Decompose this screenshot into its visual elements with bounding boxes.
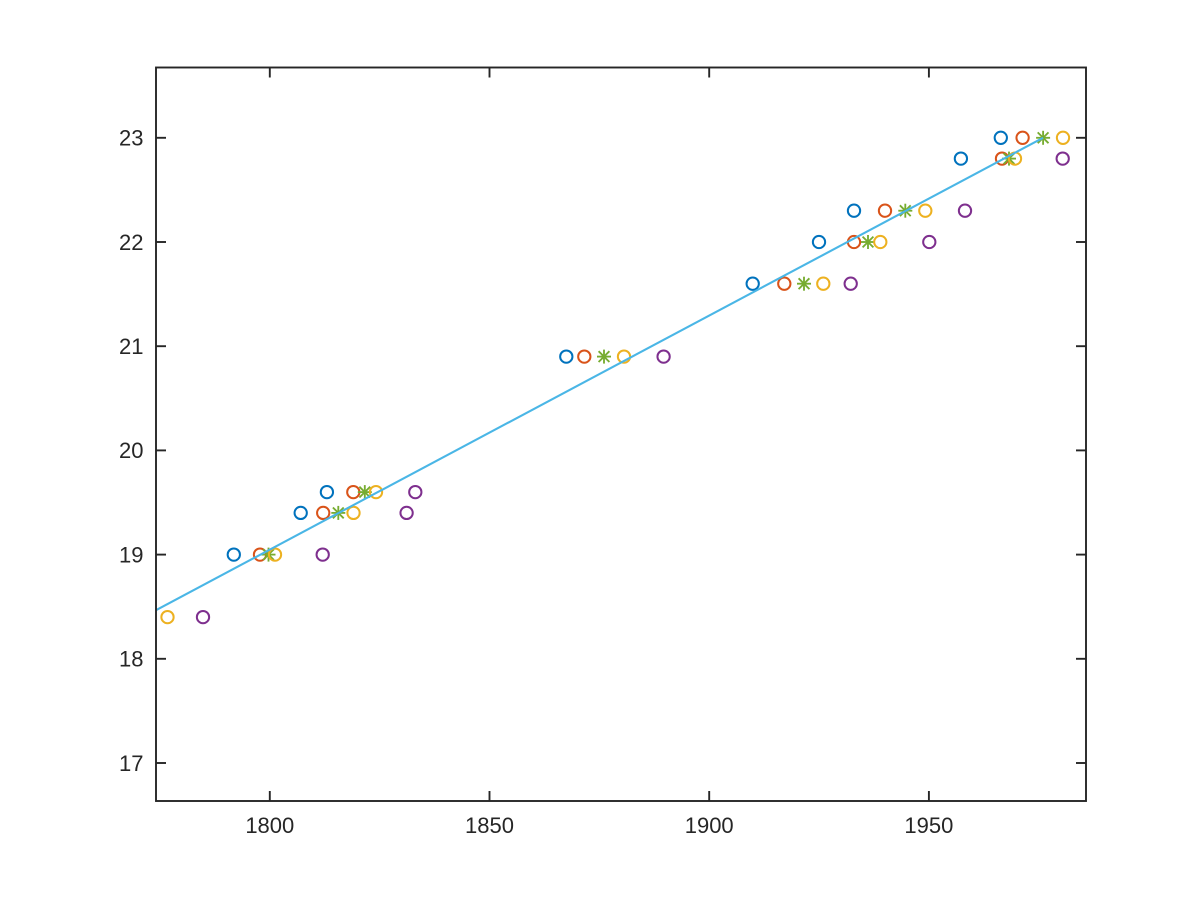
svg-text:1950: 1950: [904, 813, 953, 838]
svg-text:23: 23: [119, 126, 143, 151]
svg-text:18: 18: [119, 647, 143, 672]
svg-text:20: 20: [119, 438, 143, 463]
svg-text:19: 19: [119, 542, 143, 567]
svg-text:1850: 1850: [465, 813, 514, 838]
svg-text:1900: 1900: [685, 813, 734, 838]
svg-text:22: 22: [119, 230, 143, 255]
svg-text:21: 21: [119, 334, 143, 359]
svg-text:1800: 1800: [245, 813, 294, 838]
svg-text:17: 17: [119, 751, 143, 776]
